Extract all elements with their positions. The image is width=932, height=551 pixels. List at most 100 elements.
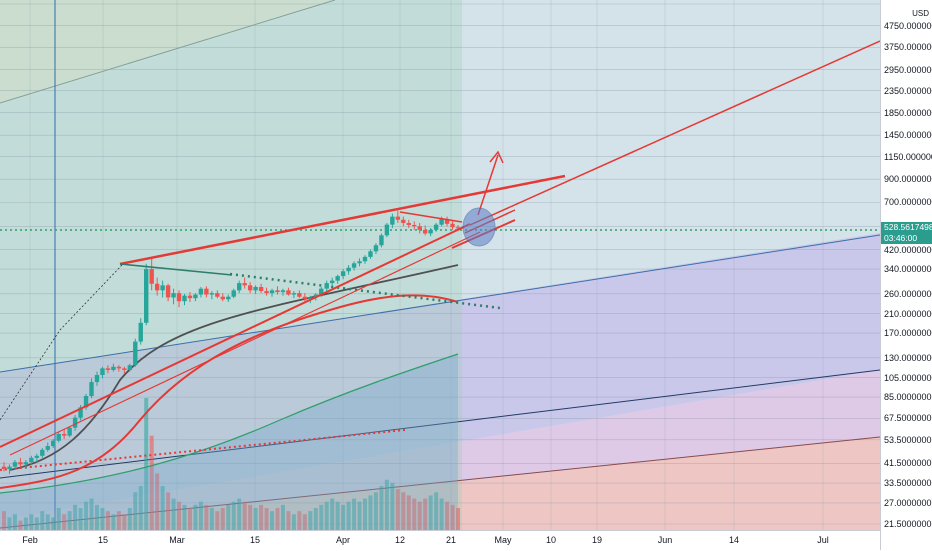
volume-bar [302,514,307,530]
time-tick-label: May [494,535,512,545]
time-tick-label: Apr [335,535,351,545]
volume-bar [242,501,247,530]
long-projection-line [469,40,880,226]
volume-bar [357,501,362,530]
candle-body [160,285,165,291]
candle-body [220,296,225,300]
volume-bar [417,501,422,530]
volume-bar [363,498,368,530]
candle-body [204,288,209,295]
volume-bar [171,498,176,530]
candle-body [324,283,329,289]
volume-bar [2,511,6,530]
candle-body [182,295,187,302]
long-ma-line [0,353,459,494]
volume-bar [84,501,89,530]
price-chart[interactable] [0,0,880,530]
volume-bar [428,495,433,530]
candle-body [144,269,149,323]
candle-body [215,293,220,297]
candle-body [29,457,34,463]
ma-line-red [0,294,459,489]
price-tick-label: 67.5000000 [884,413,932,424]
candle-body [237,283,242,291]
price-tick-label: 210.0000000 [884,308,932,319]
price-tick-label: 340.0000000 [884,264,932,275]
volume-bar [253,508,258,530]
volume-bar [439,498,444,530]
volume-bar [373,492,378,530]
time-tick-label: Jul [817,535,829,545]
price-tick-label: 170.0000000 [884,328,932,339]
candle-body [302,296,308,299]
volume-bar [62,514,67,530]
candle-body [401,219,406,223]
channel-line-top [0,0,336,104]
volume-bar [12,514,17,530]
candle-body [379,235,384,246]
price-tick-label: 1150.0000000 [884,151,932,162]
candle-body [56,433,61,441]
volume-bar [319,504,324,530]
rising-trendline-inner [9,231,481,456]
volume-bar [231,501,236,530]
time-tick-label: 15 [97,535,109,545]
time-tick-label: 10 [545,535,557,545]
volume-bar [412,498,417,530]
candle-body [444,218,450,224]
volume-bar [166,492,171,530]
candle-body [176,293,182,302]
candle-body [433,224,439,230]
volume-bar [275,508,280,530]
volume-bar [187,508,192,530]
ma-area-fill [0,354,458,530]
candle-body [187,295,193,299]
volume-bar [346,501,351,530]
candle-body [67,427,72,436]
volume-bar [45,514,50,530]
upper-band-region [0,0,340,105]
candle-body [395,216,401,220]
candle-body [231,290,236,297]
bar-countdown: 03:46:00 [884,233,918,244]
candle-body [165,285,171,298]
time-tick-label: Jun [657,535,673,545]
ma-line-grey [9,264,459,471]
price-axis[interactable]: USD 4750.0000000 3750.0000000 2950.0000000… [880,0,932,550]
time-tick-label: 19 [591,535,603,545]
volume-bar [51,517,56,530]
price-tick-label: 2350.0000000 [884,85,932,96]
volume-bar [73,504,78,530]
volume-bar [23,517,28,530]
currency-label: USD [912,9,929,18]
volume-bar [280,504,285,530]
flag-top-line [399,211,463,223]
candle-body [362,256,368,262]
price-tick-label: 21.5000000 [884,519,932,529]
volume-bar [100,508,105,530]
candle-body [340,271,346,277]
candle-body [61,433,67,436]
volume-bar [368,495,373,530]
volume-bar [18,520,23,530]
volume-bar [286,511,291,530]
time-tick-label: 21 [445,535,457,545]
candle-body [111,366,116,370]
candle-body [264,291,269,294]
time-axis[interactable]: Feb 15 Mar 15 Apr 12 21 May 10 19 Jun 14 Jul [0,530,880,551]
breakout-arrow-head [489,150,504,164]
volume-bar [111,514,116,530]
volume-bar [160,486,165,530]
price-tick-label: 1450.0000000 [884,130,932,141]
candle-body [428,229,433,234]
candle-body [1,466,7,470]
price-tick-label: 260.0000000 [884,288,932,299]
volume-bar [204,504,209,530]
volume-bar [215,511,220,530]
candle-body [335,276,340,281]
volume-bar [406,495,411,530]
candle-body [351,263,357,268]
candle-body [116,366,122,369]
volume-bar [182,504,187,530]
candle-body [422,229,428,234]
